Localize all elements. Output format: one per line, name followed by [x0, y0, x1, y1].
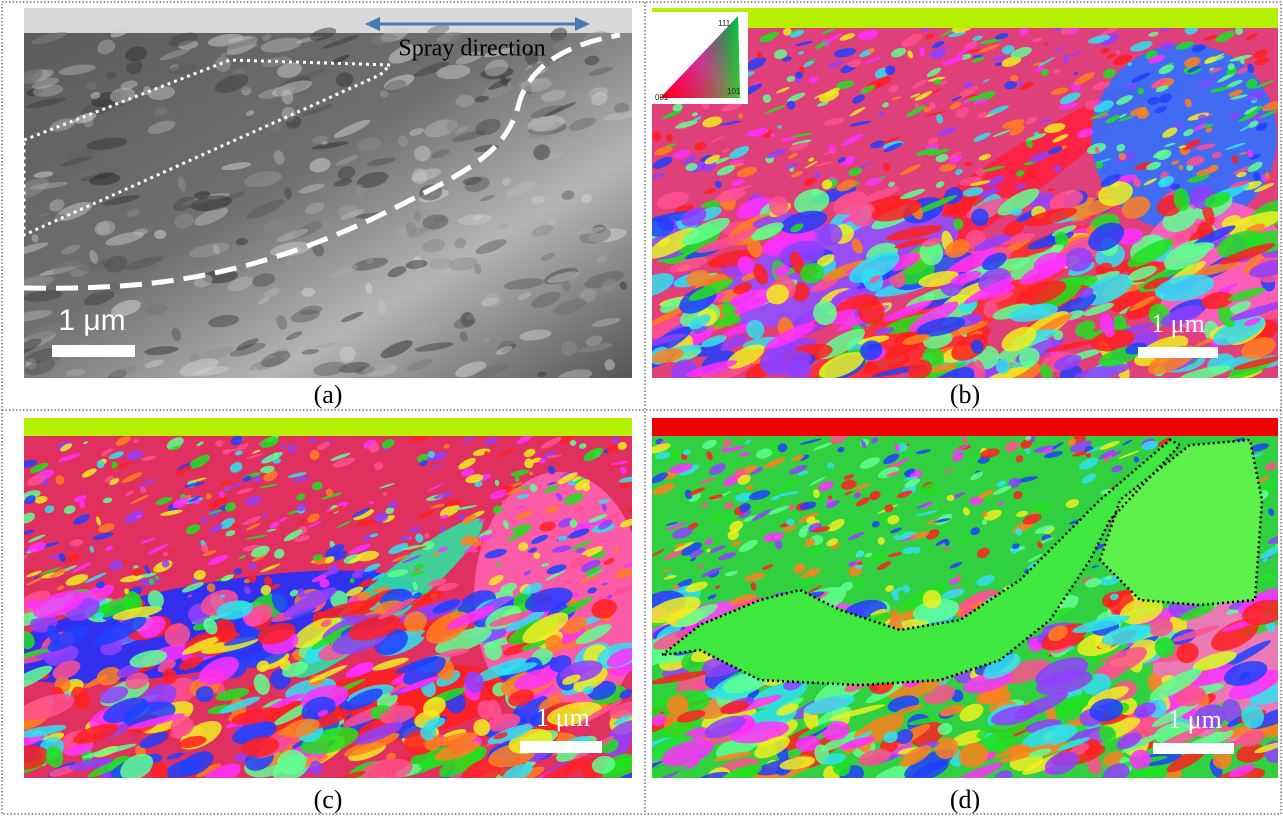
ipf-label: 101: [727, 87, 741, 96]
ebsd-map: [0, 418, 651, 796]
panel-label: (b): [950, 380, 980, 409]
ipf-label: 001: [655, 93, 669, 102]
scale-bar-label: 1 μm: [1151, 309, 1205, 338]
ipf-legend: 111 001 101: [652, 12, 748, 104]
panel-label: (a): [314, 380, 343, 409]
figure: Spray direction 1 μm (a) 111 001 101 1 μ…: [0, 0, 1283, 816]
ipf-label: 111: [718, 19, 731, 28]
scale-bar-label: 1 μm: [536, 703, 590, 732]
annotation: Spray direction: [398, 36, 545, 62]
panel-label: (d): [950, 785, 980, 814]
scale-bar-label: 1 μm: [1168, 705, 1222, 734]
ebsd-map: [629, 418, 1283, 793]
scale-bar-label: 1 μm: [58, 304, 125, 337]
panel-label: (c): [314, 785, 343, 814]
